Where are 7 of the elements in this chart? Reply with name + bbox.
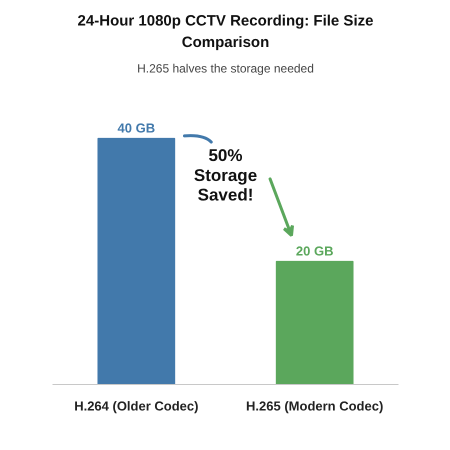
x-tick-label: H.265 (Modern Codec) (246, 398, 384, 414)
data-label: 20 GB (296, 243, 334, 258)
chart-subtitle: H.265 halves the storage needed (137, 62, 314, 76)
data-label: 40 GB (118, 120, 156, 136)
annotation: 50% Storage Saved! (194, 146, 258, 205)
chart-title: 24-Hour 1080p CCTV Recording: File Size Comparison (78, 12, 374, 51)
x-tick-label: H.264 (Older Codec) (74, 398, 198, 414)
